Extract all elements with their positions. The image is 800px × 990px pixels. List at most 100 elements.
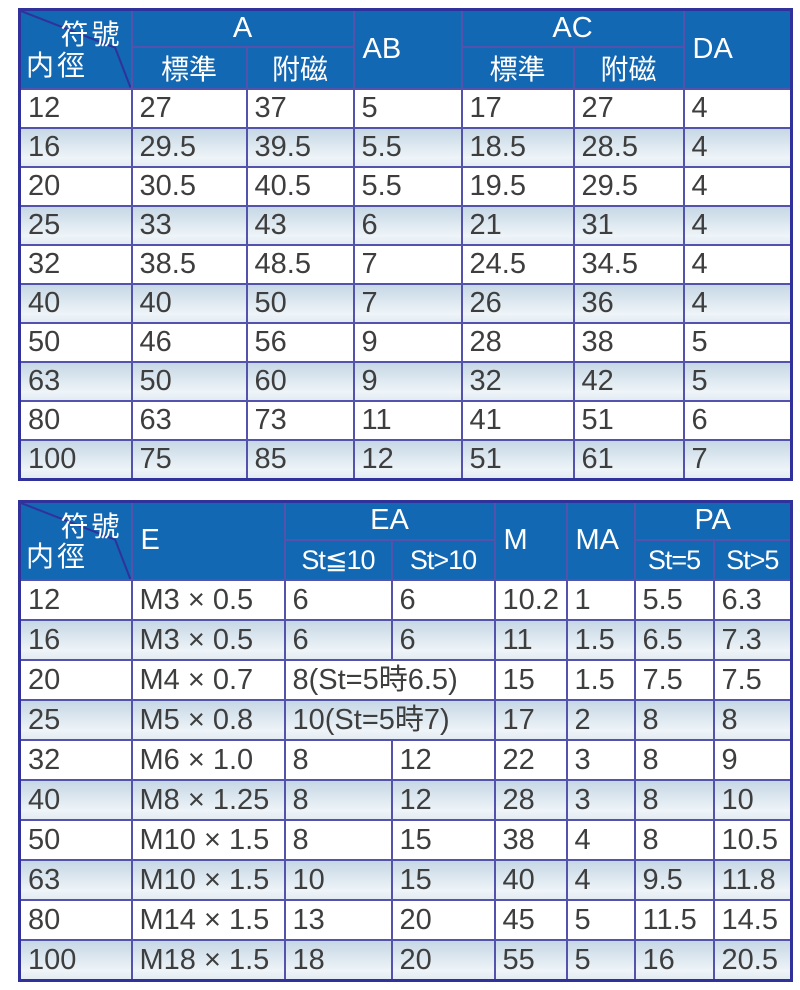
table-row: 32 M6 × 1.0 8 12 22 3 8 9 [18,739,793,781]
cell: 34.5 [572,243,685,285]
corner-label-bore: 内徑 [26,49,89,81]
column-header-ea: EA [283,500,496,541]
cell: 7 [682,438,793,480]
cell: 8(St=5時6.5) [283,659,496,701]
cell: 37 [245,87,355,129]
cell: 8 [633,819,715,861]
cell: 8 [283,779,393,821]
subheader-ea-st-gt10: St>10 [390,539,496,581]
cell: 16 [633,939,715,982]
cell: 4 [682,243,793,285]
cell: 6.5 [633,619,715,661]
cell: 50 [245,282,355,324]
table-row: 63 50 60 9 32 42 5 [18,360,793,402]
cell: 5 [352,87,463,129]
diagonal-divider-icon [21,11,131,88]
corner-header-cell: 符號 内徑 [18,8,133,90]
cell: 61 [572,438,685,480]
table-row: 25 33 43 6 21 31 4 [18,204,793,246]
cell: 22 [493,739,568,781]
table-row: 80 M14 × 1.5 13 20 45 5 11.5 14.5 [18,899,793,941]
cell: 16 [18,126,133,168]
cell: 10 [283,859,393,901]
cell: 38 [572,321,685,363]
subheader-pa-st-gt5: St>5 [712,539,793,581]
corner-label-bore: 内徑 [26,541,89,572]
cell: M3 × 0.5 [130,579,286,621]
cell: M4 × 0.7 [130,659,286,701]
table-row: 20 M4 × 0.7 8(St=5時6.5) 15 1.5 7.5 7.5 [18,659,793,701]
cell: 4 [682,87,793,129]
cell: 1.5 [565,659,636,701]
cell: 63 [18,360,133,402]
cell: 21 [460,204,575,246]
cell: 6 [390,619,496,661]
cell: 51 [460,438,575,480]
column-header-a: A [130,8,355,48]
cell: 8 [633,739,715,781]
cell: 31 [572,204,685,246]
cell: 100 [18,939,133,982]
cell: 4 [682,204,793,246]
cell: 5 [565,899,636,941]
cell: 30.5 [130,165,248,207]
cell: 43 [245,204,355,246]
cell: 8 [712,699,793,741]
subheader-ac-standard: 標準 [460,45,575,90]
cell: 50 [130,360,248,402]
cell: 39.5 [245,126,355,168]
table-row: 100 75 85 12 51 61 7 [18,438,793,480]
subheader-pa-st-eq5: St=5 [633,539,715,581]
cell: 40 [18,779,133,821]
cell: 25 [18,204,133,246]
corner-label-symbol: 符號 [60,510,123,542]
cell: 5 [565,939,636,982]
cell: 29.5 [572,165,685,207]
cell: 10(St=5時7) [283,699,496,741]
cell: 5.5 [352,126,463,168]
column-header-m: M [493,500,568,581]
cell: 36 [572,282,685,324]
cell: M3 × 0.5 [130,619,286,661]
cell: 28 [460,321,575,363]
cell: 10 [712,779,793,821]
table-row: 20 30.5 40.5 5.5 19.5 29.5 4 [18,165,793,207]
cell: 26 [460,282,575,324]
table-row: 16 M3 × 0.5 6 6 11 1.5 6.5 7.3 [18,619,793,661]
cell: 10.2 [493,579,568,621]
cell: 3 [565,739,636,781]
cell: 12 [390,739,496,781]
cell: 7.3 [712,619,793,661]
cell: 9 [712,739,793,781]
cell: 38.5 [130,243,248,285]
cell: 20 [18,659,133,701]
cell: 56 [245,321,355,363]
column-header-ab: AB [352,8,463,90]
cell: 12 [390,779,496,821]
cell: 27 [572,87,685,129]
cell: 8 [633,699,715,741]
cell: 7 [352,282,463,324]
cell: M14 × 1.5 [130,899,286,941]
cell: 63 [130,399,248,441]
cell: 11.8 [712,859,793,901]
cell: 73 [245,399,355,441]
cell: 15 [390,819,496,861]
table-row: 12 M3 × 0.5 6 6 10.2 1 5.5 6.3 [18,579,793,621]
cell: 28 [493,779,568,821]
cell: M8 × 1.25 [130,779,286,821]
cell: 80 [18,399,133,441]
cell: 18.5 [460,126,575,168]
cell: 17 [460,87,575,129]
cell: 4 [682,126,793,168]
cell: 8 [283,739,393,781]
cell: 5.5 [352,165,463,207]
table-row: 63 M10 × 1.5 10 15 40 4 9.5 11.8 [18,859,793,901]
cell: 20 [18,165,133,207]
table-row: 50 46 56 9 28 38 5 [18,321,793,363]
column-header-e: E [130,500,286,581]
table2-body: 12 M3 × 0.5 6 6 10.2 1 5.5 6.3 16 M3 × 0.5 6 6 11 1.5… [18,579,793,982]
cell: 25 [18,699,133,741]
cell: 80 [18,899,133,941]
